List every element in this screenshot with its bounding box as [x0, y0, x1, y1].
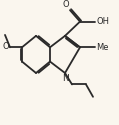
Text: O: O	[3, 42, 9, 51]
Text: Me: Me	[96, 43, 109, 52]
Text: OH: OH	[96, 17, 109, 26]
Text: N: N	[62, 74, 69, 83]
Text: O: O	[62, 0, 69, 9]
